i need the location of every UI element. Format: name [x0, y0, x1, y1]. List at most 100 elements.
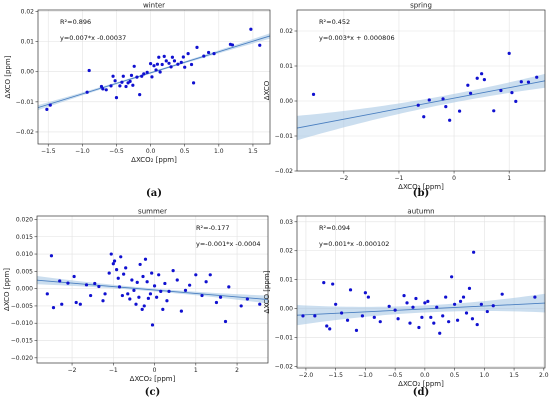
data-point	[441, 97, 445, 101]
panel-label: (d)	[413, 387, 429, 398]
y-tick-label: 0.02	[280, 28, 294, 35]
data-point	[448, 118, 452, 122]
y-tick-label: −0.015	[11, 338, 33, 345]
data-point	[112, 259, 117, 263]
y-tick-label: 0.03	[280, 219, 294, 226]
data-point	[444, 295, 448, 299]
data-point	[159, 289, 163, 293]
data-point	[202, 54, 206, 58]
data-point	[204, 280, 208, 284]
data-point	[363, 291, 367, 295]
data-point	[405, 301, 409, 305]
data-point	[189, 62, 194, 67]
data-point	[176, 62, 180, 66]
data-point	[111, 74, 115, 78]
y-axis-label: ΔXCO [ppm]	[4, 55, 12, 98]
data-point	[467, 286, 472, 290]
x-tick-label: −1.0	[358, 372, 373, 379]
y-tick-label: 0.00	[280, 98, 294, 105]
data-point	[124, 84, 128, 89]
chart-title: winter	[143, 2, 165, 10]
data-point	[429, 315, 433, 319]
data-point	[393, 308, 397, 312]
data-point	[116, 276, 120, 280]
regression-line	[296, 302, 546, 316]
data-point	[160, 62, 164, 67]
y-tick-label: 0.01	[21, 39, 35, 46]
data-point	[154, 68, 158, 72]
data-point	[124, 266, 128, 270]
data-point	[152, 284, 157, 288]
x-tick-label: 1.0	[214, 148, 224, 155]
panel-autumn: −2.0 −1.5 −1.0 −0.5 0.0 0.5 1.0 1.5 2.0 −0.02 −0.0…	[263, 208, 549, 399]
data-point	[492, 109, 496, 113]
y-tick-label: 0.020	[16, 216, 33, 223]
panel-label: (b)	[413, 188, 429, 199]
data-point	[469, 91, 473, 95]
x-tick-label: −0.5	[109, 148, 124, 155]
x-tick-label: 2.0	[539, 372, 549, 379]
data-point	[131, 83, 135, 87]
data-point	[51, 306, 56, 310]
data-point	[48, 103, 52, 107]
y-tick-label: 0.005	[16, 268, 33, 275]
data-point	[340, 311, 344, 315]
data-point	[526, 80, 531, 84]
data-point	[113, 79, 117, 83]
data-point	[72, 274, 76, 279]
data-point	[107, 271, 111, 275]
data-point	[455, 318, 460, 322]
data-point	[85, 90, 89, 94]
data-point	[420, 315, 424, 319]
plot-area	[38, 10, 270, 144]
data-point	[472, 250, 476, 254]
data-point	[466, 83, 470, 87]
data-point	[457, 109, 462, 113]
data-point	[97, 284, 101, 289]
data-point	[104, 88, 108, 92]
x-tick-label: 1.0	[480, 372, 490, 379]
data-point	[372, 315, 376, 319]
x-tick-label: −2	[68, 367, 77, 374]
x-tick-label: 0	[452, 175, 456, 182]
data-point	[120, 293, 124, 298]
y-tick-label: −0.02	[16, 129, 35, 136]
data-point	[93, 281, 97, 286]
data-point	[142, 72, 146, 76]
data-point	[214, 300, 219, 305]
data-point	[519, 80, 523, 84]
y-axis-label: ΔXCO [ppm]	[3, 268, 11, 311]
y-tick-label: −0.010	[11, 320, 33, 327]
data-point	[171, 269, 175, 273]
data-point	[175, 278, 179, 282]
data-point	[206, 50, 211, 55]
data-point	[66, 281, 70, 285]
data-point	[134, 302, 138, 306]
regression-annotation: y=-0.001*x -0.0004	[196, 240, 261, 248]
data-point	[188, 283, 192, 287]
data-point	[500, 292, 504, 296]
regression-annotation: R²=-0.177	[196, 224, 230, 232]
data-point	[135, 280, 139, 285]
panel-summer: −2 −1 0 1 2 −0.020 −0.015 −0.010 −0.005 0.000 0.00…	[3, 208, 269, 398]
data-point	[87, 68, 91, 73]
data-point	[396, 317, 400, 321]
x-tick-label: −1	[395, 175, 404, 182]
data-point	[164, 59, 168, 63]
regression-annotation: R²=0.094	[319, 224, 350, 232]
data-point	[101, 299, 105, 303]
data-point	[45, 107, 49, 111]
data-point	[218, 295, 223, 299]
y-tick-label: 0.01	[280, 63, 294, 70]
data-point	[447, 320, 451, 324]
plot-frame	[296, 215, 546, 369]
data-point	[432, 321, 436, 325]
y-tick-label: 0.01	[280, 277, 294, 284]
data-point	[183, 65, 187, 69]
data-point	[195, 45, 199, 49]
data-point	[258, 43, 262, 47]
x-axis-label: ΔXCO₂ [ppm]	[130, 375, 176, 383]
data-point	[416, 103, 420, 107]
data-point	[128, 79, 132, 83]
